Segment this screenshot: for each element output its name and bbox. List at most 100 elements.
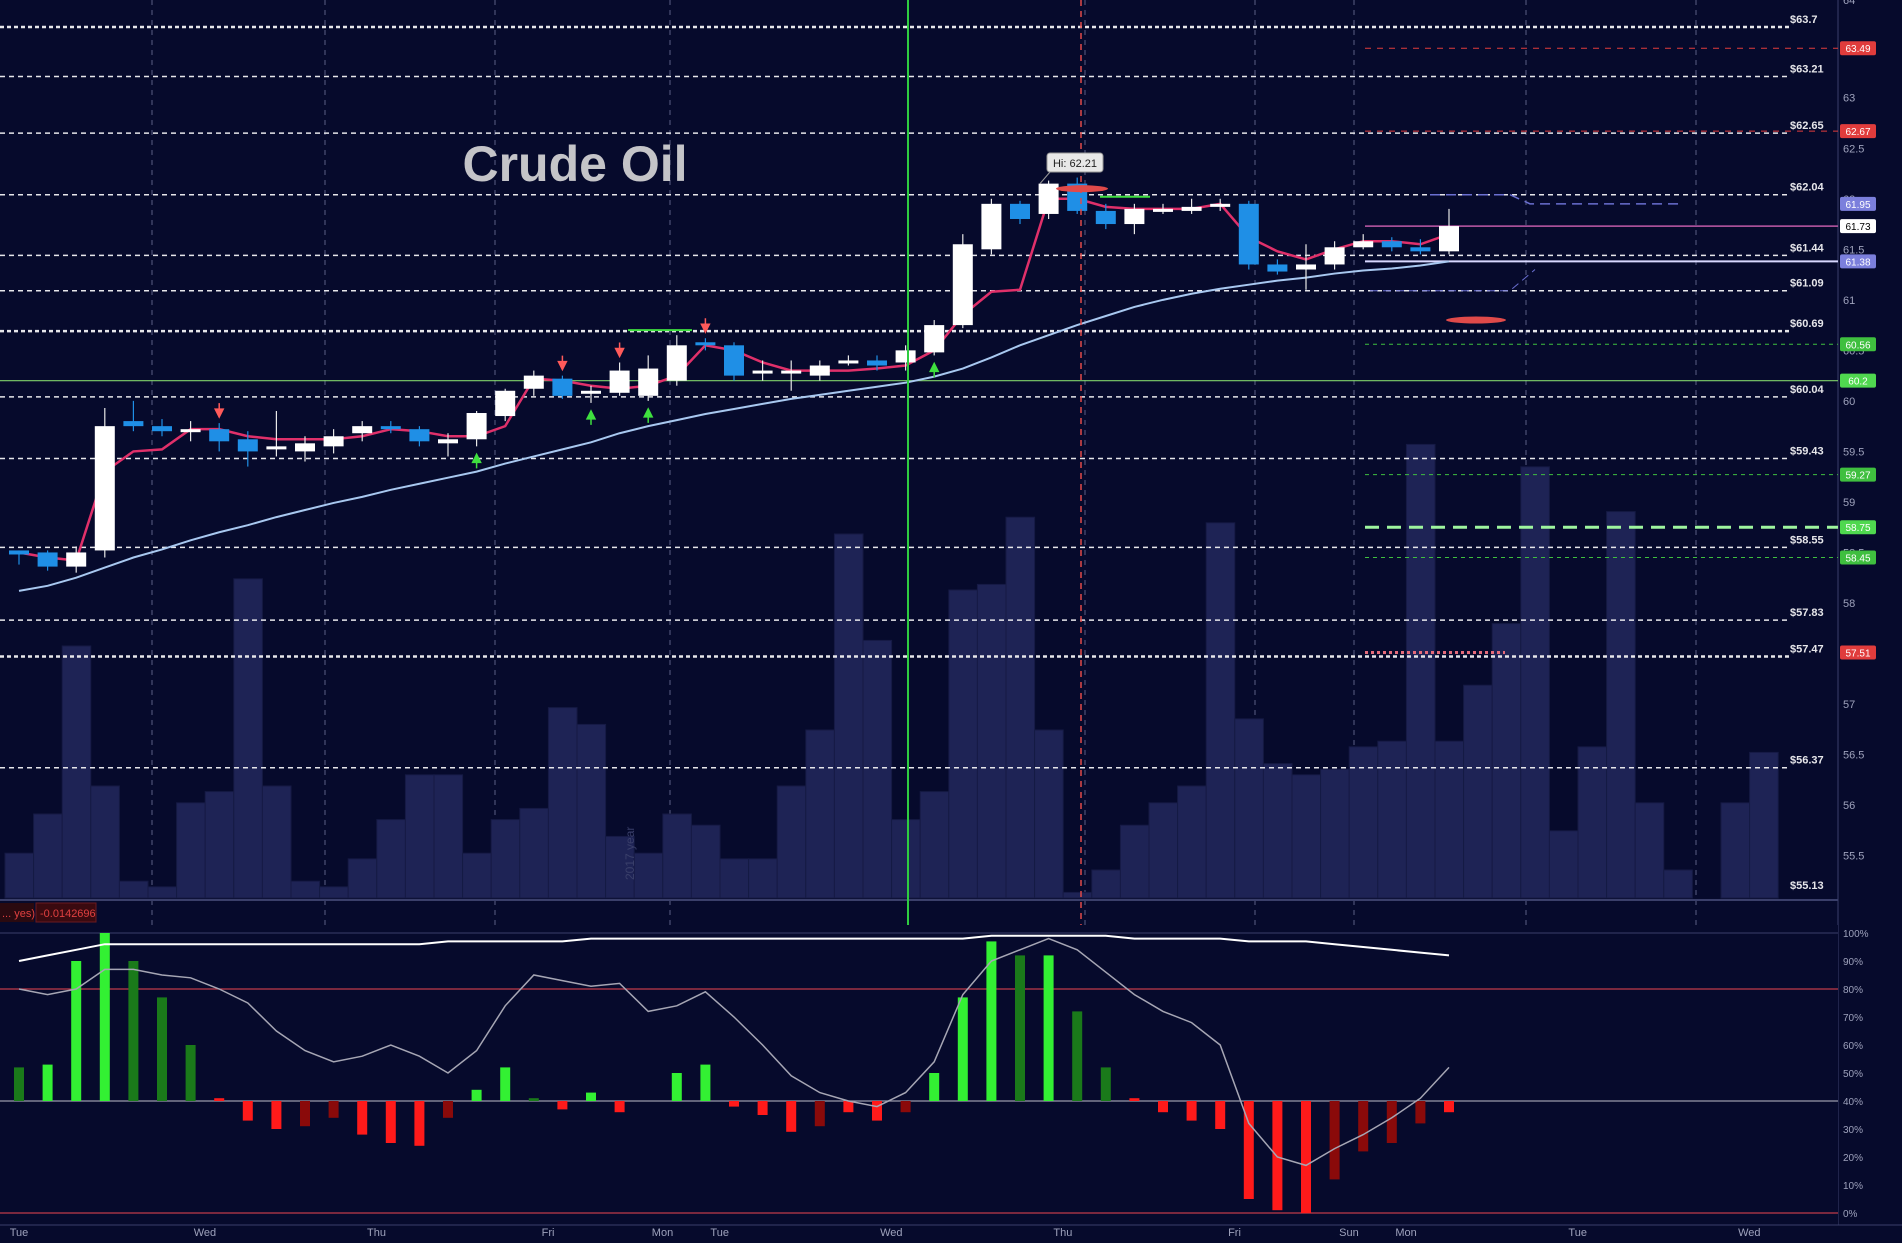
time-label-3: Fri [542, 1227, 555, 1238]
price-tick-6: 60 [1843, 396, 1855, 408]
target-marker [1446, 316, 1506, 324]
histogram-bar-42 [1215, 1101, 1226, 1129]
volume-bar-18 [519, 807, 549, 899]
volume-bar-58 [1663, 869, 1693, 899]
price-tick-4: 61 [1843, 295, 1855, 307]
volume-bar-14 [404, 774, 435, 899]
volume-bar-10 [290, 880, 321, 899]
time-label-12: Wed [1738, 1227, 1760, 1238]
volume-bar-56 [1606, 511, 1636, 899]
candle-body-1 [37, 552, 58, 567]
price-tick-13: 56.5 [1843, 750, 1864, 762]
candle-body-49 [1410, 247, 1431, 252]
sell-arrow-1 [557, 355, 568, 372]
osc-tick-5: 50% [1843, 1069, 1863, 1080]
histogram-bar-43 [1243, 1101, 1254, 1199]
volume-bar-39 [1119, 824, 1150, 899]
volume-bar-49 [1405, 443, 1436, 899]
volume-bar-3 [90, 785, 120, 899]
volume-bar-37 [1062, 891, 1093, 899]
volume-bar-33 [948, 589, 978, 899]
histogram-bar-46 [1329, 1101, 1340, 1180]
oscillator-main-line [18, 934, 1450, 962]
volume-bar-23 [662, 813, 692, 899]
histogram-bar-14 [414, 1101, 425, 1146]
histogram-bar-1 [42, 1064, 53, 1101]
price-tick-15: 55.5 [1843, 851, 1864, 863]
watermark-year: 2017 year [623, 827, 637, 880]
level-label-9: $58.55 [1790, 534, 1824, 546]
candle-body-6 [180, 429, 201, 433]
time-label-7: Thu [1053, 1227, 1072, 1238]
candle-body-13 [380, 426, 401, 430]
price-tick-3: 61.5 [1843, 244, 1864, 256]
candle-body-30 [867, 360, 887, 366]
price-tag-3: 61.73 [1845, 222, 1870, 233]
price-tag-box-10 [1840, 645, 1876, 660]
volume-bar-54 [1548, 830, 1579, 899]
volume-bar-0 [4, 852, 35, 899]
volume-bar-1 [33, 813, 63, 899]
volume-bar-48 [1377, 740, 1407, 899]
price-tag-box-2 [1840, 196, 1876, 211]
time-label-8: Fri [1228, 1227, 1241, 1238]
histogram-bar-36 [1043, 955, 1054, 1101]
level-lines: $63.7 $63.21 $62.65 $62.04 $61.44 $61.09 $60.6… [0, 14, 1825, 892]
candle-body-26 [752, 370, 773, 374]
candle-body-29 [838, 360, 859, 364]
histogram-bar-20 [586, 1092, 596, 1101]
candle-body-25 [724, 345, 744, 376]
volume-bar-20 [576, 723, 607, 899]
histogram-bar-29 [843, 1101, 854, 1113]
volume-bar-16 [462, 852, 492, 899]
level-label-3: $62.04 [1790, 182, 1825, 194]
level-label-10: $57.83 [1790, 607, 1824, 619]
volume-bar-2 [61, 645, 92, 899]
projection-upper [1430, 193, 1680, 205]
volume-bar-43 [1234, 718, 1264, 899]
osc-tick-9: 10% [1843, 1181, 1863, 1192]
volume-bar-57 [1634, 802, 1665, 899]
candle-body-46 [1324, 247, 1345, 265]
hi-callout-pointer [1039, 171, 1051, 184]
level-label-12: $56.37 [1790, 755, 1824, 767]
level-label-5: $61.09 [1790, 278, 1824, 290]
histogram-bar-30 [872, 1101, 882, 1121]
candle-body-43 [1238, 203, 1259, 265]
price-tag-8: 58.75 [1845, 523, 1870, 534]
histogram-bar-44 [1272, 1101, 1283, 1211]
osc-tick-10: 0% [1843, 1209, 1858, 1220]
volume-bar-9 [261, 785, 292, 899]
price-axis: 6362.56261.56160.56059.55958.55857.55756… [1840, 0, 1876, 863]
time-label-2: Thu [367, 1227, 386, 1238]
candle-body-18 [523, 375, 544, 389]
histogram-bar-2 [71, 961, 82, 1101]
time-label-6: Wed [880, 1227, 902, 1238]
histogram-bar-27 [786, 1101, 797, 1132]
candle-body-50 [1439, 226, 1459, 252]
sell-arrow-3 [700, 318, 711, 334]
price-tag-1: 62.67 [1845, 127, 1870, 138]
price-tag-0: 63.49 [1845, 44, 1870, 55]
oscillator-panel[interactable]: 100% 90% 80% 70% 60% 50% 40% 30% 20% 10% 0% [0, 925, 1869, 1225]
volume-bar-28 [805, 729, 835, 899]
histogram-bar-15 [443, 1101, 453, 1118]
osc-tick-0: 100% [1843, 929, 1869, 940]
histogram-bar-21 [614, 1101, 625, 1113]
osc-tick-2: 80% [1843, 985, 1863, 996]
volume-bar-12 [347, 858, 378, 899]
buy-arrow-7 [928, 361, 940, 378]
volume-bar-24 [690, 824, 721, 899]
histogram-bar-33 [957, 997, 968, 1101]
time-label-9: Sun [1339, 1227, 1359, 1238]
histogram-bar-25 [729, 1101, 739, 1107]
candle-body-27 [781, 370, 802, 374]
volume-bar-25 [719, 858, 750, 899]
histogram-bar-32 [929, 1073, 940, 1101]
histogram-bar-34 [986, 941, 997, 1101]
volume-bar-19 [547, 707, 578, 899]
volume-bar-46 [1320, 768, 1350, 899]
volume-bar-32 [919, 791, 950, 899]
histogram-bar-37 [1072, 1011, 1083, 1101]
